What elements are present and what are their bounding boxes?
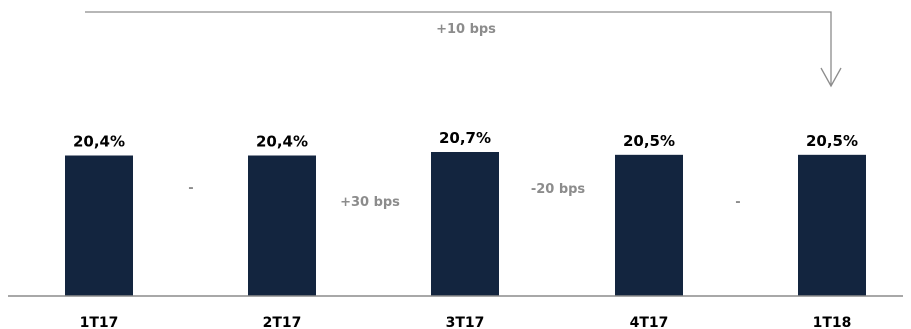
value-labels-group: 20,4% 20,4% 20,7% 20,5% 20,5% — [73, 129, 858, 151]
value-label-2t17: 20,4% — [256, 133, 308, 151]
value-label-4t17: 20,5% — [623, 132, 675, 150]
bar-3t17 — [431, 152, 499, 296]
down-arrow-icon — [820, 67, 842, 88]
delta-label-1: - — [188, 181, 193, 196]
bar-1t17 — [65, 155, 133, 296]
category-label-4t17: 4T17 — [630, 315, 669, 329]
overall-change-label: +10 bps — [436, 22, 496, 37]
delta-label-3: -20 bps — [531, 182, 586, 197]
delta-label-4: - — [735, 195, 740, 210]
category-label-2t17: 2T17 — [263, 315, 302, 329]
bar-2t17 — [248, 155, 316, 296]
bars-group — [65, 152, 866, 296]
value-label-1t17: 20,4% — [73, 133, 125, 151]
bar-4t17 — [615, 154, 683, 296]
category-label-1t18: 1T18 — [813, 315, 852, 329]
bar-1t18 — [798, 154, 866, 296]
overall-change-bracket — [85, 11, 832, 86]
value-label-3t17: 20,7% — [439, 129, 491, 147]
category-labels-group: 1T17 2T17 3T17 4T17 1T18 — [80, 315, 852, 329]
category-label-1t17: 1T17 — [80, 315, 119, 329]
delta-labels-group: - +30 bps -20 bps - — [188, 181, 740, 210]
category-label-3t17: 3T17 — [446, 315, 485, 329]
delta-label-2: +30 bps — [340, 195, 400, 210]
value-label-1t18: 20,5% — [806, 132, 858, 150]
